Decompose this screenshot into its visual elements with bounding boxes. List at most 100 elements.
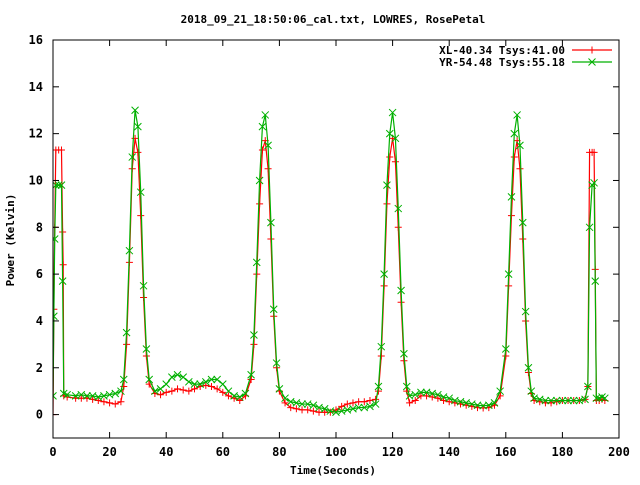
- data-point: [139, 281, 148, 290]
- data-point: [281, 394, 289, 403]
- data-point: [366, 402, 374, 411]
- data-point: [131, 106, 139, 115]
- data-point: [190, 380, 199, 389]
- data-point: [402, 382, 411, 391]
- data-point: [304, 406, 312, 414]
- y-tick-label: 0: [36, 408, 43, 422]
- data-point: [600, 394, 609, 403]
- data-point: [202, 381, 210, 389]
- data-point: [507, 193, 516, 201]
- data-point: [591, 277, 600, 285]
- x-tick-label: 200: [608, 445, 630, 459]
- data-point: [400, 349, 408, 358]
- y-tick-label: 6: [36, 267, 43, 281]
- x-tick-label: 140: [438, 445, 460, 459]
- data-point: [94, 397, 102, 405]
- data-point: [224, 392, 232, 400]
- data-point: [564, 396, 572, 405]
- data-point: [117, 387, 125, 396]
- data-point: [119, 375, 128, 384]
- data-point: [137, 212, 145, 220]
- data-point: [125, 246, 134, 255]
- data-point: [252, 258, 261, 267]
- data-point: [490, 399, 499, 407]
- data-point: [213, 375, 221, 384]
- data-point: [136, 188, 145, 197]
- data-point: [527, 387, 536, 396]
- data-point: [275, 384, 284, 393]
- data-point: [179, 386, 187, 394]
- data-point: [445, 398, 453, 406]
- data-point: [219, 388, 227, 396]
- data-point: [162, 380, 171, 389]
- data-point: [501, 345, 510, 353]
- data-point: [213, 385, 221, 393]
- data-point: [250, 331, 258, 339]
- data-point: [502, 352, 510, 360]
- data-point: [111, 389, 120, 398]
- x-tick-label: 120: [382, 445, 404, 459]
- series-layer: [53, 106, 609, 419]
- data-point: [185, 387, 193, 395]
- data-point: [428, 393, 436, 401]
- data-point: [264, 165, 272, 173]
- legend-label: XL-40.34 Tsys:41.00: [439, 44, 565, 57]
- x-tick-label: 100: [325, 445, 347, 459]
- data-point: [207, 382, 215, 390]
- data-point: [513, 111, 521, 119]
- data-point: [258, 146, 266, 154]
- data-point: [168, 387, 176, 395]
- data-point: [261, 111, 270, 119]
- series-yr: [53, 106, 609, 417]
- data-point: [258, 122, 267, 131]
- data-point: [552, 396, 561, 405]
- data-point: [349, 399, 357, 407]
- data-point: [374, 382, 383, 391]
- data-point: [264, 141, 272, 150]
- data-point: [388, 108, 397, 117]
- data-point: [53, 392, 57, 400]
- chart-title: 2018_09_21_18:50:06_cal.txt, LOWRES, Ros…: [181, 13, 486, 26]
- data-point: [547, 396, 555, 405]
- data-point: [417, 388, 425, 397]
- data-point: [434, 390, 442, 399]
- data-point: [106, 399, 114, 407]
- data-point: [174, 385, 182, 393]
- data-point: [267, 218, 275, 227]
- data-point: [272, 359, 281, 367]
- data-point: [411, 397, 419, 405]
- x-tick-label: 40: [159, 445, 173, 459]
- y-tick-label: 12: [29, 127, 43, 141]
- data-point: [54, 181, 63, 190]
- y-tick-label: 10: [29, 173, 43, 187]
- data-point: [63, 390, 72, 399]
- data-point: [247, 370, 255, 379]
- data-point: [445, 394, 454, 403]
- data-point: [224, 387, 233, 396]
- data-point: [53, 235, 59, 243]
- data-point: [58, 277, 67, 285]
- data-point: [83, 392, 91, 400]
- data-point: [584, 382, 592, 391]
- data-point: [151, 387, 159, 396]
- data-point: [241, 389, 250, 398]
- data-point: [581, 395, 589, 404]
- series-line: [53, 110, 606, 413]
- data-point: [521, 307, 530, 316]
- data-point: [371, 400, 380, 408]
- data-point: [111, 400, 119, 408]
- data-point: [510, 129, 519, 138]
- data-point: [440, 397, 448, 405]
- data-point: [218, 380, 227, 389]
- data-point: [255, 176, 264, 185]
- data-point: [484, 401, 493, 410]
- data-point: [100, 398, 108, 406]
- data-point: [184, 377, 193, 386]
- data-point: [236, 397, 244, 405]
- x-axis-title: Time(Seconds): [290, 464, 376, 477]
- x-tick-label: 0: [49, 445, 56, 459]
- data-point: [434, 394, 442, 402]
